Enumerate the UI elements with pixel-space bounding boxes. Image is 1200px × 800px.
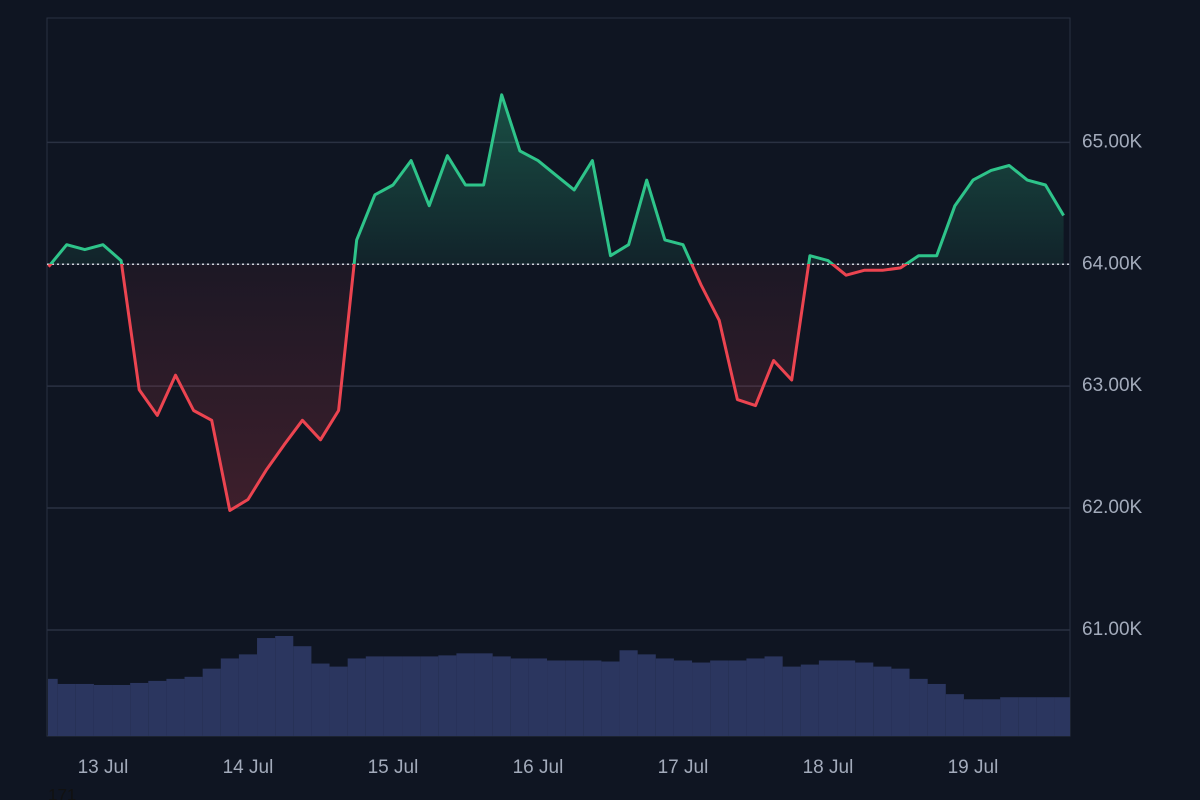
volume-bar <box>728 660 747 736</box>
y-tick-label: 65.00K <box>1082 131 1143 152</box>
volume-bar <box>673 660 693 736</box>
volume-bar <box>528 658 548 736</box>
volume-bar <box>347 658 366 736</box>
volume-bar <box>637 654 656 736</box>
volume-bar <box>75 683 94 736</box>
price-area <box>48 94 1064 511</box>
volume-bar <box>818 660 838 736</box>
y-tick-label: 63.00K <box>1082 375 1143 396</box>
volume-bar <box>402 656 421 736</box>
x-tick-label: 13 Jul <box>78 757 129 778</box>
volume-bar <box>782 666 801 736</box>
volume-bar <box>909 678 928 736</box>
y-tick-label: 61.00K <box>1082 619 1143 640</box>
volume-bar <box>93 684 113 736</box>
volume-bar <box>474 653 493 736</box>
x-tick-label: 16 Jul <box>513 757 564 778</box>
volume-bar <box>855 662 874 736</box>
volume-bar <box>619 650 638 736</box>
volume-bar <box>220 658 239 736</box>
volume-bar <box>1054 697 1070 736</box>
volume-bar <box>710 660 729 736</box>
x-tick-label: 15 Jul <box>368 757 419 778</box>
volume-bar <box>48 678 58 736</box>
volume-bar <box>492 656 511 736</box>
x-tick-label: 17 Jul <box>658 757 709 778</box>
volume-bar <box>692 662 711 736</box>
volume-bar <box>963 699 983 736</box>
volume-bar <box>130 682 149 736</box>
volume-bar <box>764 656 783 736</box>
volume-bar <box>293 646 312 736</box>
volume-bar <box>329 666 348 736</box>
volume-bar <box>311 663 330 736</box>
volume-bar <box>655 658 674 736</box>
volume-bar <box>383 656 403 736</box>
volume-bar <box>57 683 76 736</box>
volume-bar <box>166 678 185 736</box>
volume-bar <box>148 680 167 736</box>
volume-bar <box>1036 697 1055 736</box>
volume-bar <box>927 683 946 736</box>
volume-bar <box>891 668 910 736</box>
y-tick-label: 64.00K <box>1082 253 1143 274</box>
volume-bar <box>982 699 1001 736</box>
y-tick-label: 62.00K <box>1082 497 1143 518</box>
footnote: 171 <box>48 785 76 800</box>
volume-bar <box>1000 697 1019 736</box>
price-line <box>47 93 1065 512</box>
volume-bar <box>945 694 964 736</box>
volume-bar <box>547 660 566 736</box>
volume-bar <box>837 660 856 736</box>
volume-bar <box>565 660 584 736</box>
volume-bar <box>583 660 602 736</box>
volume-bar <box>420 656 439 736</box>
volume-bar <box>275 636 294 736</box>
volume-bar <box>184 676 203 736</box>
x-tick-label: 19 Jul <box>948 757 999 778</box>
volume-bar <box>365 656 384 736</box>
volume-bar <box>112 684 131 736</box>
volume-bar <box>873 666 892 736</box>
volume-bar <box>510 658 529 736</box>
volume-bar <box>601 661 620 736</box>
volume-bar <box>438 655 457 736</box>
volume-bar <box>746 658 765 736</box>
volume-bar <box>1018 697 1037 736</box>
volume-bar <box>202 668 221 736</box>
volume-bar <box>238 654 258 736</box>
volume-bar <box>456 653 475 736</box>
x-tick-label: 18 Jul <box>803 757 854 778</box>
volume-bar <box>257 638 276 736</box>
volume-bar <box>800 664 819 736</box>
x-tick-label: 14 Jul <box>223 757 274 778</box>
